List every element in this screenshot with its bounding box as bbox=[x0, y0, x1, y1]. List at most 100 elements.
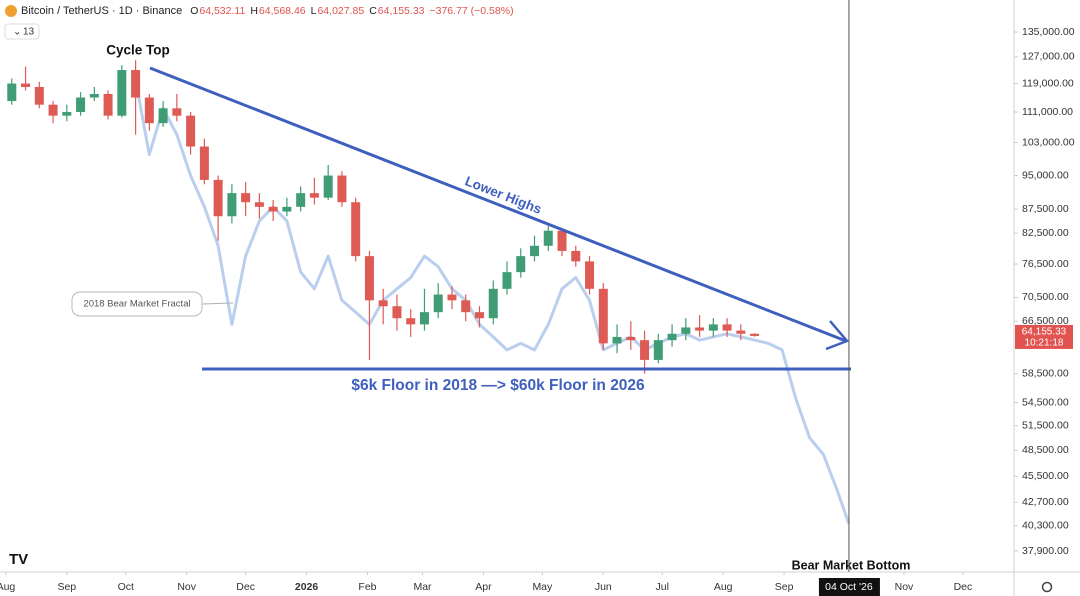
candle-body bbox=[213, 179, 223, 217]
candle-body bbox=[461, 300, 471, 313]
candle-body bbox=[296, 193, 306, 207]
y-tick-label: 42,700.00 bbox=[1022, 496, 1069, 508]
annotation-floor: $6k Floor in 2018 —> $60k Floor in 2026 bbox=[351, 377, 645, 394]
candle-body bbox=[640, 340, 650, 360]
ohlc-value: 64,155.33 bbox=[378, 5, 425, 17]
candle-body bbox=[131, 70, 141, 98]
candle-body bbox=[158, 108, 168, 124]
price-tag-label: 64,155.33 bbox=[1022, 327, 1067, 338]
candle-body bbox=[378, 300, 388, 307]
y-tick-label: 58,500.00 bbox=[1022, 367, 1069, 379]
price-tag-countdown: 10:21:18 bbox=[1025, 338, 1064, 349]
candle-body bbox=[516, 256, 526, 273]
change: −376.77 (−0.58%) bbox=[430, 5, 514, 17]
candle-body bbox=[172, 108, 182, 116]
plot-area bbox=[7, 60, 851, 525]
fractal-line bbox=[134, 79, 851, 525]
ohlc-value: 64,532.11 bbox=[199, 5, 245, 17]
candle-body bbox=[227, 193, 237, 217]
trend-arrow-head bbox=[825, 320, 850, 351]
x-tick-label: Feb bbox=[358, 581, 376, 593]
settings-button[interactable] bbox=[1041, 581, 1053, 593]
annotation-fractal: 2018 Bear Market Fractal bbox=[83, 299, 190, 310]
y-tick-label: 45,500.00 bbox=[1022, 470, 1069, 482]
ohlc-value: 64,027.85 bbox=[317, 5, 364, 17]
y-tick-label: 76,500.00 bbox=[1022, 258, 1069, 270]
candle-body bbox=[62, 111, 72, 116]
header: Bitcoin / TetherUS · 1D · Binance O 64,532… bbox=[21, 5, 514, 17]
candle-body bbox=[323, 175, 333, 198]
candle-body bbox=[626, 336, 636, 341]
candle-body bbox=[48, 104, 58, 116]
candle-body bbox=[612, 336, 622, 344]
candle-body bbox=[667, 333, 677, 341]
ohlc-key: C bbox=[369, 5, 377, 17]
candle-body bbox=[241, 193, 251, 203]
candle-body bbox=[695, 327, 705, 331]
candle-body bbox=[199, 146, 209, 180]
x-tick-label: Nov bbox=[177, 581, 196, 593]
x-tick-label: Jul bbox=[656, 581, 669, 593]
x-tick-label: Nov bbox=[895, 581, 914, 593]
candle-body bbox=[433, 294, 443, 313]
y-tick-label: 40,300.00 bbox=[1022, 520, 1069, 532]
candle-body bbox=[736, 330, 746, 334]
y-tick-label: 119,000.00 bbox=[1022, 77, 1074, 89]
candle-body bbox=[282, 206, 292, 212]
candle-body bbox=[117, 70, 127, 116]
x-tick-label: Aug bbox=[714, 581, 733, 593]
indicator-toggle[interactable] bbox=[4, 23, 40, 40]
y-tick-label: 54,500.00 bbox=[1022, 396, 1069, 408]
y-tick-label: 103,000.00 bbox=[1022, 136, 1075, 148]
ohlc-value: 64,568.46 bbox=[259, 5, 306, 17]
y-tick-label: 87,500.00 bbox=[1022, 203, 1069, 215]
candle-body bbox=[337, 175, 347, 203]
candle-body bbox=[406, 318, 416, 325]
candle-body bbox=[502, 272, 512, 289]
x-tick-label: Dec bbox=[954, 581, 973, 593]
candle-body bbox=[585, 261, 595, 289]
ohlc-key: O bbox=[190, 5, 198, 17]
x-tick-label: Mar bbox=[413, 581, 432, 593]
x-tick-label: Apr bbox=[475, 581, 492, 593]
y-tick-label: 48,500.00 bbox=[1022, 444, 1069, 456]
y-tick-label: 70,500.00 bbox=[1022, 291, 1069, 303]
y-tick-label: 82,500.00 bbox=[1022, 227, 1069, 239]
logo: TV bbox=[9, 551, 28, 568]
candle-body bbox=[447, 294, 457, 301]
candle-body bbox=[722, 324, 732, 331]
x-tick-label: May bbox=[532, 581, 553, 593]
y-tick-label: 127,000.00 bbox=[1022, 51, 1075, 63]
indicator-chevron: ⌄ bbox=[13, 27, 21, 38]
candle-body bbox=[254, 202, 264, 207]
candle-body bbox=[681, 327, 691, 334]
candle-body bbox=[309, 193, 319, 198]
y-tick-label: 66,500.00 bbox=[1022, 315, 1069, 327]
ohlc-key: L bbox=[311, 5, 317, 17]
crosshair-label-box bbox=[818, 578, 880, 596]
x-tick-label: Oct bbox=[118, 581, 134, 593]
candle-body bbox=[34, 86, 44, 105]
crosshair-label: 04 Oct '26 bbox=[825, 581, 873, 593]
x-tick-label: Aug bbox=[0, 581, 15, 593]
ohlc-key: H bbox=[250, 5, 258, 17]
annotation-bottom: Bear Market Bottom bbox=[792, 558, 911, 572]
x-tick-label: Sep bbox=[57, 581, 76, 593]
trend-line bbox=[149, 66, 847, 343]
candle-body bbox=[543, 230, 553, 246]
candle-body bbox=[750, 333, 760, 336]
x-tick-label: 2026 bbox=[295, 581, 319, 593]
candle-body bbox=[21, 83, 31, 87]
y-tick-label: 51,500.00 bbox=[1022, 419, 1069, 431]
annotation-cycle-top: Cycle Top bbox=[106, 43, 170, 58]
candle-body bbox=[557, 230, 567, 251]
candle-body bbox=[76, 97, 86, 112]
candle-body bbox=[103, 93, 113, 116]
candle-body bbox=[392, 306, 402, 319]
candle-body bbox=[7, 83, 17, 102]
symbol-icon bbox=[5, 5, 17, 17]
symbol-name: Bitcoin / TetherUS · 1D · Binance bbox=[21, 5, 182, 17]
candle-body bbox=[419, 312, 429, 325]
candle-body bbox=[530, 245, 540, 257]
